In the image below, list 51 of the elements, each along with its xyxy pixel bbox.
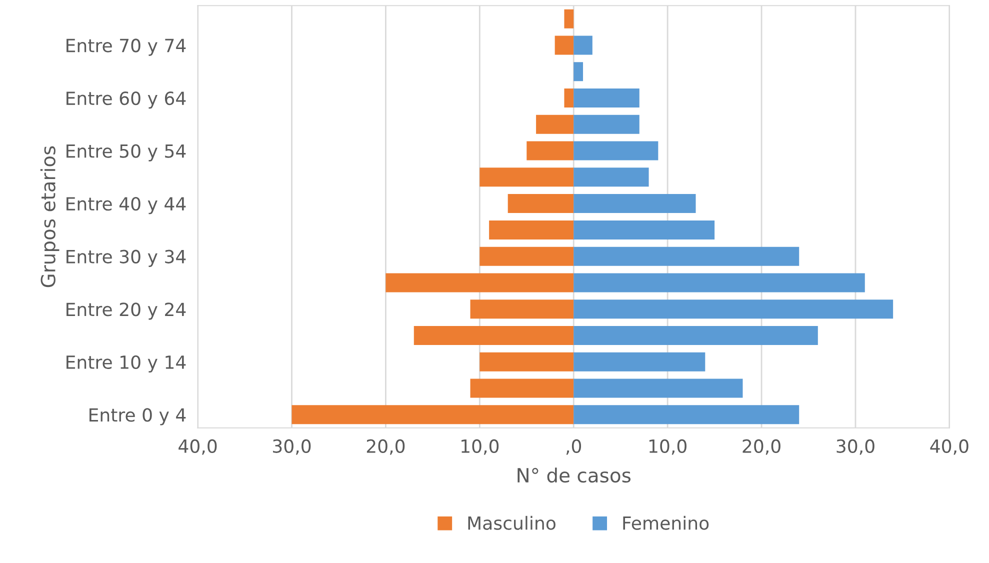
x-tick-label: 20,0 bbox=[742, 439, 780, 455]
y-tick-label: Entre 50 y 54 bbox=[66, 144, 186, 162]
y-tick-label: Entre 70 y 74 bbox=[66, 38, 186, 56]
bar bbox=[564, 88, 574, 108]
bar bbox=[470, 300, 574, 319]
x-tick-label: 10,0 bbox=[649, 439, 686, 455]
bar bbox=[574, 273, 865, 292]
bar bbox=[574, 168, 649, 187]
bar bbox=[292, 405, 574, 424]
y-tick-label: Entre 0 y 4 bbox=[90, 408, 186, 426]
bar bbox=[386, 273, 574, 292]
legend-label: Masculino bbox=[468, 516, 556, 530]
x-tick-label: 20,0 bbox=[366, 439, 405, 455]
y-tick-label: Entre 40 y 44 bbox=[66, 197, 186, 214]
y-axis-title: Grupos etarios bbox=[40, 146, 60, 288]
bar bbox=[480, 352, 574, 372]
bar bbox=[554, 36, 574, 55]
bar bbox=[574, 352, 706, 372]
bar bbox=[574, 246, 800, 266]
bar bbox=[574, 300, 894, 319]
bar bbox=[508, 194, 574, 214]
bar bbox=[574, 62, 584, 82]
legend-label: Femenino bbox=[623, 516, 709, 530]
x-tick-label: 40,0 bbox=[930, 439, 968, 455]
bar bbox=[480, 168, 574, 187]
bar bbox=[489, 220, 574, 240]
bar bbox=[574, 36, 592, 55]
bar bbox=[574, 405, 800, 424]
x-tick-label: 10,0 bbox=[462, 439, 499, 455]
x-tick-label: 30,0 bbox=[273, 439, 311, 455]
x-axis-title: N° de casos bbox=[518, 468, 631, 483]
y-tick-label: Entre 20 y 24 bbox=[66, 302, 186, 320]
x-tick-label: ,0 bbox=[566, 439, 582, 455]
bar bbox=[574, 141, 658, 160]
bar bbox=[574, 326, 818, 346]
bar bbox=[470, 378, 574, 398]
y-tick-label: Entre 30 y 34 bbox=[66, 250, 186, 267]
bar bbox=[574, 378, 743, 398]
y-tick-label: Entre 10 y 14 bbox=[66, 355, 186, 373]
bar bbox=[574, 114, 640, 134]
bar bbox=[564, 9, 574, 28]
x-tick-label: 40,0 bbox=[178, 439, 217, 455]
bar bbox=[574, 194, 696, 214]
bar bbox=[574, 88, 640, 108]
bar bbox=[480, 246, 574, 266]
x-tick-label: 30,0 bbox=[836, 439, 874, 455]
bar bbox=[414, 326, 574, 346]
y-tick-label: Entre 60 y 64 bbox=[66, 91, 186, 109]
bar bbox=[574, 220, 715, 240]
bar bbox=[536, 114, 574, 134]
bar bbox=[526, 141, 574, 160]
